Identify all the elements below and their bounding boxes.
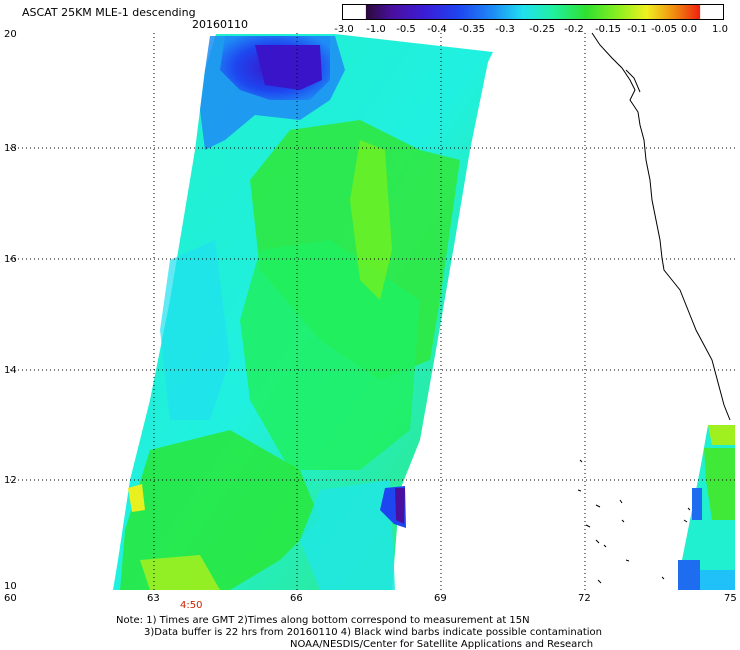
colorbar xyxy=(342,4,724,20)
y-tick-label: 18 xyxy=(4,143,17,154)
islands xyxy=(577,459,691,584)
colorbar-label: 1.0 xyxy=(712,24,728,35)
swath-main xyxy=(113,34,493,590)
swath-right xyxy=(678,425,735,590)
x-axis-labels: 60 63 66 69 72 75 xyxy=(4,593,737,604)
y-tick-label: 14 xyxy=(4,365,17,376)
colorbar-label: -0.3 xyxy=(495,24,515,35)
y-tick-label: 10 xyxy=(4,581,17,592)
colorbar-labels: -3.0 -1.0 -0.5 -0.4 -0.35 -0.3 -0.25 -0.… xyxy=(334,24,732,38)
note-line-2: 3)Data buffer is 22 hrs from 20160110 4)… xyxy=(144,627,602,638)
x-tick-label: 75 xyxy=(724,593,737,604)
colorbar-label: -0.35 xyxy=(459,24,485,35)
colorbar-label: -0.25 xyxy=(529,24,555,35)
colorbar-label: 0.0 xyxy=(681,24,697,35)
grid-lines xyxy=(10,33,735,590)
x-tick-label: 69 xyxy=(434,593,447,604)
map-title: ASCAT 25KM MLE-1 descending xyxy=(22,6,196,19)
note-line-1: Note: 1) Times are GMT 2)Times along bot… xyxy=(116,615,530,626)
coastline xyxy=(591,32,731,421)
y-tick-label: 20 xyxy=(4,29,17,40)
colorbar-label: -3.0 xyxy=(334,24,354,35)
y-axis-labels: 20 18 16 14 12 10 xyxy=(4,29,17,592)
colorbar-label: -0.05 xyxy=(651,24,677,35)
x-tick-label: 60 xyxy=(4,593,17,604)
colorbar-label: -0.1 xyxy=(627,24,647,35)
x-tick-label: 66 xyxy=(290,593,303,604)
time-label: 4:50 xyxy=(180,600,203,611)
colorbar-label: -0.4 xyxy=(427,24,447,35)
x-tick-label: 63 xyxy=(147,593,160,604)
map-date: 20160110 xyxy=(192,18,248,31)
note-line-3: NOAA/NESDIS/Center for Satellite Applica… xyxy=(290,639,594,650)
colorbar-label: -0.15 xyxy=(595,24,621,35)
y-tick-label: 12 xyxy=(4,475,17,486)
y-tick-label: 16 xyxy=(4,254,17,265)
x-tick-label: 72 xyxy=(578,593,591,604)
colorbar-label: -1.0 xyxy=(366,24,386,35)
colorbar-label: -0.2 xyxy=(564,24,584,35)
colorbar-label: -0.5 xyxy=(396,24,416,35)
